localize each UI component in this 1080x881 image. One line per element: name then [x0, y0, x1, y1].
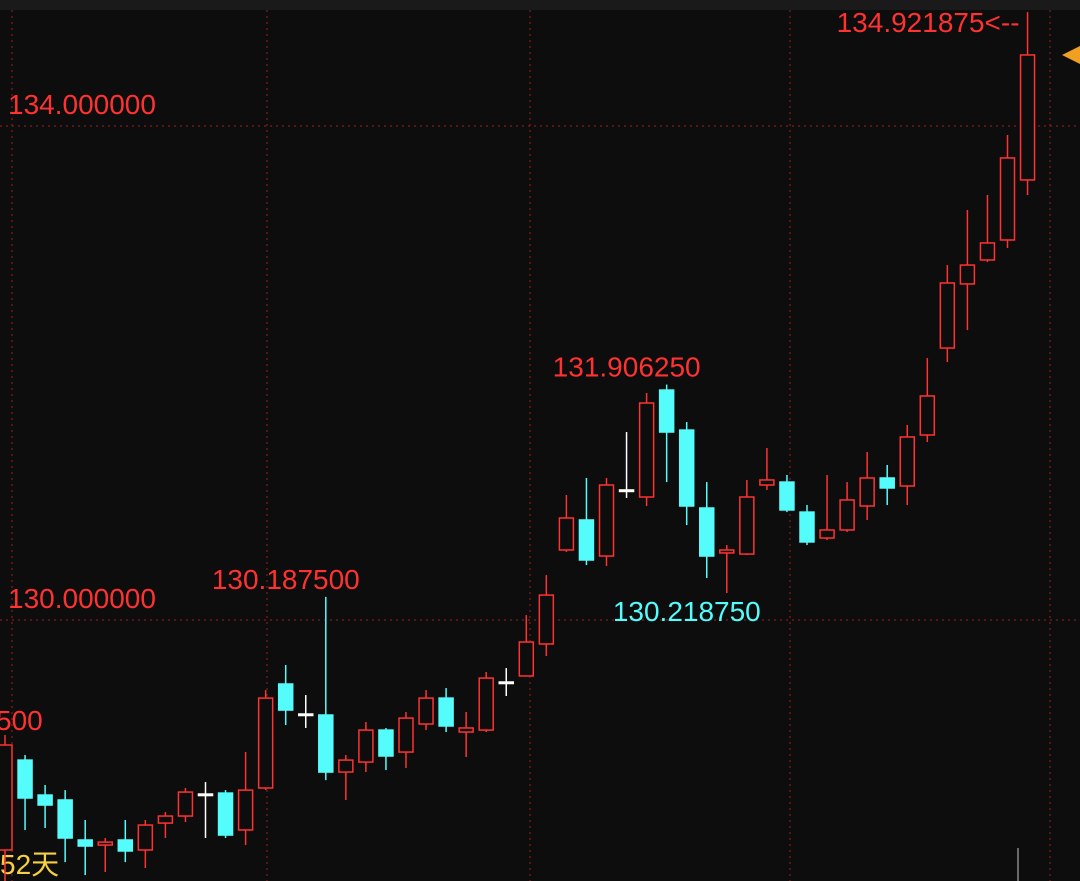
candle-body — [478, 677, 494, 731]
edge-label: 500 — [0, 705, 43, 736]
candle-body — [598, 484, 615, 557]
candle-body — [678, 429, 695, 507]
candle-body — [819, 529, 835, 539]
candle-body — [578, 519, 595, 561]
candle-body — [398, 717, 414, 753]
price-annotation: 130.218750 — [613, 596, 761, 627]
candle-body — [97, 841, 113, 846]
price-pointer — [1062, 46, 1080, 64]
candle-body — [658, 389, 675, 433]
vertical-grid — [11, 10, 1051, 881]
candle-body — [618, 489, 635, 493]
candle-body — [719, 549, 735, 554]
candle-body — [418, 697, 434, 725]
candle-body — [839, 499, 855, 531]
candle-body — [458, 727, 474, 733]
top-bar — [0, 0, 1080, 10]
candle-body — [338, 759, 354, 773]
candle-body — [859, 477, 875, 507]
price-annotation: 130.187500 — [212, 564, 360, 595]
candle-body — [177, 791, 194, 817]
candle-body — [237, 789, 254, 831]
candle-body — [157, 815, 174, 824]
candle-body — [298, 713, 314, 717]
candle-body — [137, 824, 154, 851]
candle-body — [919, 395, 936, 436]
candle-body — [939, 282, 956, 349]
candle-body — [899, 436, 915, 487]
candle-body — [57, 799, 73, 839]
candle-body — [979, 242, 996, 261]
candle-body — [999, 157, 1016, 241]
candle-body — [879, 477, 895, 489]
candle-body — [17, 759, 33, 799]
candle-body — [37, 794, 53, 806]
candle-body — [438, 697, 454, 727]
edge-label: 52天 — [0, 849, 59, 880]
candle-body — [739, 496, 755, 555]
price-annotation: 131.906250 — [553, 352, 701, 383]
y-tick-label: 134.000000 — [8, 89, 156, 120]
candle-body — [77, 839, 93, 847]
candle-body — [358, 729, 374, 763]
candle-body — [0, 744, 13, 851]
price-annotation: 134.921875<-- — [837, 7, 1020, 38]
candle-body — [277, 683, 294, 711]
candle-body — [558, 517, 575, 551]
candle-body — [779, 481, 795, 511]
candle-body — [759, 479, 775, 486]
candle-body — [217, 792, 234, 836]
candle-body — [518, 641, 535, 677]
candle-body — [1019, 54, 1036, 181]
candle-body — [799, 511, 815, 543]
candle-body — [197, 793, 214, 797]
candle-body — [318, 714, 334, 773]
candle-body — [257, 697, 274, 789]
y-tick-label: 130.000000 — [8, 583, 156, 614]
candle-body — [498, 681, 514, 685]
candle-body — [638, 402, 655, 498]
candle-body — [538, 594, 555, 645]
candle-body — [699, 507, 715, 557]
candle-body — [959, 264, 976, 285]
candle-body — [378, 729, 394, 757]
candle-body — [117, 839, 134, 852]
